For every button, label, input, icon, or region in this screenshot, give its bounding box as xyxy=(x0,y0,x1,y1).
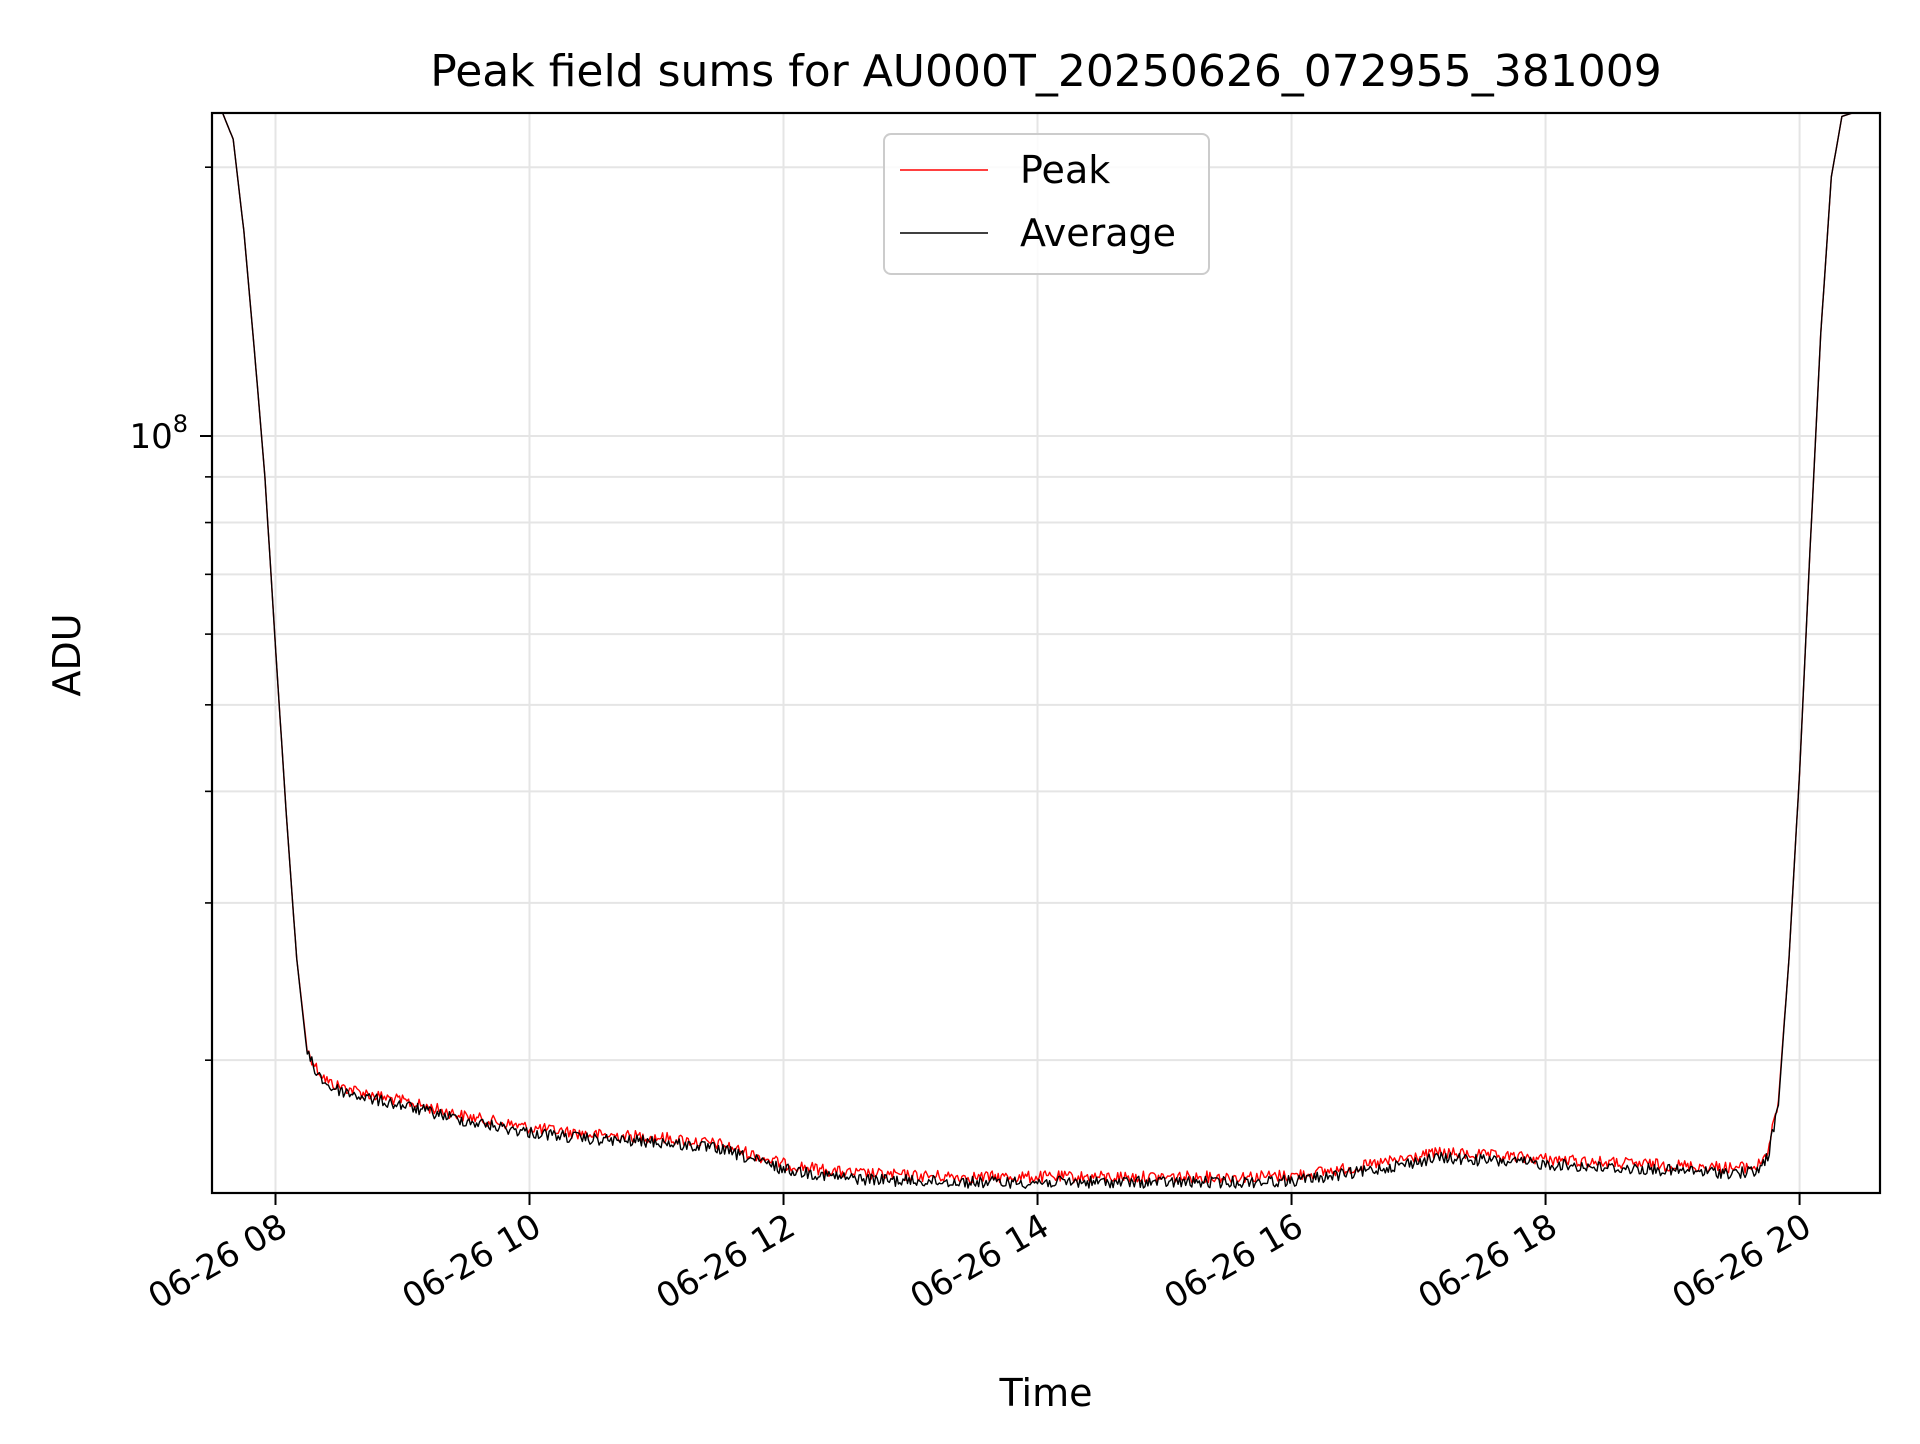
legend: Peak Average xyxy=(883,133,1210,275)
legend-box xyxy=(883,133,1210,275)
series-line-peak xyxy=(212,112,1853,1184)
chart-title: Peak field sums for AU000T_20250626_0729… xyxy=(430,46,1662,97)
y-tick-label-base: 10 xyxy=(129,417,172,457)
x-axis-label: Time xyxy=(999,1371,1093,1415)
legend-label-peak: Peak xyxy=(1020,148,1110,192)
legend-label-average: Average xyxy=(1020,211,1176,255)
series-line-average xyxy=(212,112,1853,1189)
y-tick-label: 108 xyxy=(129,410,188,457)
y-axis-label: ADU xyxy=(45,613,89,696)
plot-frame xyxy=(210,111,1882,1195)
grid-lines xyxy=(212,113,1880,1193)
y-tick-label-exponent: 8 xyxy=(173,410,188,438)
series-lines xyxy=(212,112,1853,1189)
